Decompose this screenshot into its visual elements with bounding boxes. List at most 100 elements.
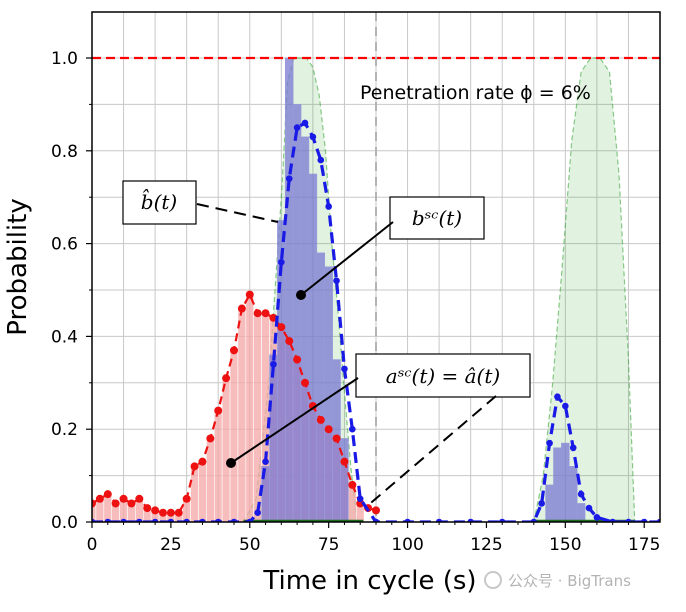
a-sc-label: aˢᶜ(t) = â(t) [386,364,500,388]
annotations: b̂(t) bˢᶜ(t) aˢᶜ(t) = â(t) Penetration r… [122,82,591,508]
x-tick-label: 175 [628,535,660,555]
a-sc-point [293,355,302,364]
y-tick-label: 0.0 [51,513,78,533]
y-axis-label: Probability [3,198,33,335]
a-hist-bar [229,350,239,522]
b-hist-bar [545,484,554,522]
b-hist-bar [308,173,318,522]
b-sc-point [593,514,601,521]
a-hist-bar [198,461,207,522]
b-hat-label-box [122,180,197,225]
b-hat-label: b̂(t) [141,188,177,214]
x-tick-label: 125 [470,535,502,555]
a-sc-point [111,499,120,508]
b-hist-bar [300,136,310,522]
a-sc-leader [230,377,359,464]
b-sc-point [538,500,545,507]
a-hist-bar [213,410,223,522]
b-sc-point [309,133,317,141]
a-hist-bar [237,308,247,522]
a-hist-bar [221,377,231,522]
x-axis-label: Time in cycle (s) [262,566,476,596]
b-sc-leader-dot [296,290,306,300]
b-sc-point [151,518,159,522]
y-tick-label: 0.6 [51,235,78,255]
x-tick-label: 50 [239,535,261,555]
b-sc-point [569,444,577,452]
b-sc-label: bˢᶜ(t) [412,206,462,230]
a-sc-point [135,494,144,503]
b-sc-point [625,518,632,522]
b-sc-point [254,509,261,517]
a-sc-point [174,508,183,517]
b-sc-label-box [389,196,485,240]
x-tick-label: 0 [87,535,98,555]
a-sc-point [182,494,191,503]
a-sc-point [119,494,128,503]
a-sc-point [277,323,286,332]
a-hat-leader [365,395,497,508]
tick-labels: 0 25 50 75 100 125 150 175 0.0 0.2 0.4 0.6 0.8 1.0 [51,49,660,555]
a-hist-bar [206,438,215,522]
b-sc-point [120,518,127,522]
b-sc-point [562,402,569,410]
a-sc-label-box [355,353,531,398]
b-hist-bar [340,438,349,522]
watermark-text: 公众号 · BigTrans [508,572,631,590]
a-sc-point [253,309,262,318]
a-sc-point [92,499,96,508]
b-hist-bar [292,104,302,522]
b-sc-point [546,439,553,447]
y-tick-label: 0.2 [51,420,78,440]
y-tick-label: 0.8 [51,142,78,162]
b-sc-point [183,518,190,522]
a-sc-point [222,374,231,383]
a-sc-point [166,508,175,517]
b-sc-point [285,175,293,182]
shaded-region-1 [533,57,636,522]
a-sc-point [237,304,246,313]
b-hist-bar [561,442,570,522]
a-sc-point [340,457,349,466]
histograms [92,57,586,522]
a-sc-point [198,457,207,466]
a-sc-point [103,490,112,499]
a-sc-point [151,506,160,515]
x-tick-label: 100 [391,535,423,555]
b-sc-point [214,518,222,522]
b-hist-bar [324,266,333,522]
a-sc-point [261,309,270,318]
b-sc-point [270,360,277,368]
b-sc-point [325,203,332,210]
series-lines [92,119,660,522]
b-sc-point [167,518,175,522]
b-sc-point [104,518,112,522]
b-sc-point [301,119,309,127]
b-sc-point [498,518,506,522]
b-sc-point [341,365,348,373]
a-sc-point [301,378,309,387]
a-sc-point [143,504,152,513]
b-sc-point [404,518,411,522]
a-sc-point [348,480,357,489]
b-sc-point [435,518,443,522]
b-sc-point [585,504,593,512]
a-sc-point [245,290,254,299]
a-sc-point [95,494,104,503]
a-sc-point [230,346,238,355]
a-sc-point [127,499,136,508]
b-sc-point [230,518,238,522]
a-sc-point [159,508,167,517]
b-hist-bar [284,57,294,522]
b-sc-point [530,518,538,522]
a-hist-bar [245,294,255,522]
b-hist-bar [316,252,326,522]
a-sc-leader-dot [226,458,236,468]
b-sc-point [467,518,474,522]
b-sc-point [333,277,340,285]
b-sc-point [246,518,254,522]
a-sc-point [206,434,215,443]
a-sc-point [356,499,365,508]
b-sc-leader [300,221,394,296]
